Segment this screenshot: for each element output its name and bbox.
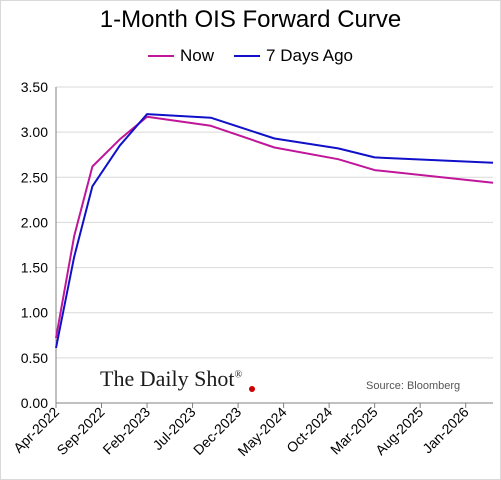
series xyxy=(55,113,494,349)
y-tick-label: 2.50 xyxy=(21,169,48,185)
legend-label-7-days-ago: 7 Days Ago xyxy=(266,46,353,65)
series-line-now xyxy=(55,115,494,339)
legend-label-now: Now xyxy=(180,46,215,65)
watermark-dot xyxy=(249,386,255,392)
y-tick-label: 0.50 xyxy=(21,350,48,366)
y-tick-label: 3.00 xyxy=(21,124,48,140)
watermark-text: The Daily Shot xyxy=(100,366,235,391)
axes: 0.000.501.001.502.002.503.003.50Apr-2022… xyxy=(10,79,493,459)
x-tick-label: Sep-2022 xyxy=(53,404,107,458)
gridlines xyxy=(56,86,493,359)
x-tick-label: Mar-2025 xyxy=(327,404,381,458)
x-tick-label: Feb-2023 xyxy=(99,404,153,458)
series-line-7-days-ago xyxy=(55,113,494,349)
legend-entry-now: Now xyxy=(148,46,214,66)
y-tick-label: 1.00 xyxy=(21,305,48,321)
y-tick-label: 0.00 xyxy=(21,395,48,411)
y-tick-label: 3.50 xyxy=(21,79,48,95)
x-tick-label: Jan-2026 xyxy=(419,404,472,457)
legend-swatch-7-days-ago xyxy=(234,55,261,57)
x-tick-label: Aug-2025 xyxy=(372,404,426,458)
chart-title: 1-Month OIS Forward Curve xyxy=(99,6,402,33)
source-note: Source: Bloomberg xyxy=(366,380,461,392)
watermark-logo: The Daily Shot® xyxy=(100,366,242,392)
y-tick-label: 2.00 xyxy=(21,214,48,230)
x-tick-label: May-2024 xyxy=(234,404,289,459)
y-tick-label: 1.50 xyxy=(21,260,48,276)
legend-swatch-now xyxy=(148,55,175,57)
legend: Now 7 Days Ago xyxy=(0,46,501,66)
legend-entry-7-days-ago: 7 Days Ago xyxy=(234,46,353,66)
watermark-registered-mark: ® xyxy=(234,369,243,381)
